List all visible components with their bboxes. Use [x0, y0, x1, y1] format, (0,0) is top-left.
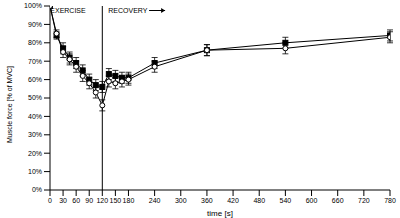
svg-text:40%: 40%: [28, 113, 42, 120]
svg-text:60: 60: [72, 197, 80, 204]
svg-text:240: 240: [149, 197, 161, 204]
svg-text:660: 660: [332, 197, 344, 204]
svg-text:EXERCISE: EXERCISE: [50, 7, 86, 14]
svg-text:300: 300: [175, 197, 187, 204]
svg-text:600: 600: [306, 197, 318, 204]
svg-text:100%: 100%: [24, 2, 42, 9]
svg-text:360: 360: [201, 197, 213, 204]
svg-text:90: 90: [85, 197, 93, 204]
svg-text:time [s]: time [s]: [207, 209, 233, 218]
svg-text:420: 420: [227, 197, 239, 204]
svg-text:150: 150: [110, 197, 122, 204]
svg-text:780: 780: [384, 197, 392, 204]
svg-text:Muscle force [% of MVC]: Muscle force [% of MVC]: [8, 66, 14, 143]
svg-text:540: 540: [280, 197, 292, 204]
svg-text:20%: 20%: [28, 150, 42, 157]
svg-text:70%: 70%: [28, 58, 42, 65]
svg-text:30%: 30%: [28, 131, 42, 138]
svg-text:RECOVERY: RECOVERY: [108, 7, 147, 14]
svg-text:60%: 60%: [28, 76, 42, 83]
svg-text:0: 0: [48, 197, 52, 204]
svg-text:0%: 0%: [32, 186, 42, 193]
svg-text:180: 180: [123, 197, 135, 204]
svg-text:90%: 90%: [28, 21, 42, 28]
svg-text:30: 30: [59, 197, 67, 204]
svg-text:720: 720: [358, 197, 370, 204]
svg-text:50%: 50%: [28, 94, 42, 101]
svg-text:480: 480: [253, 197, 265, 204]
svg-text:120: 120: [96, 197, 108, 204]
svg-text:10%: 10%: [28, 168, 42, 175]
svg-text:80%: 80%: [28, 39, 42, 46]
